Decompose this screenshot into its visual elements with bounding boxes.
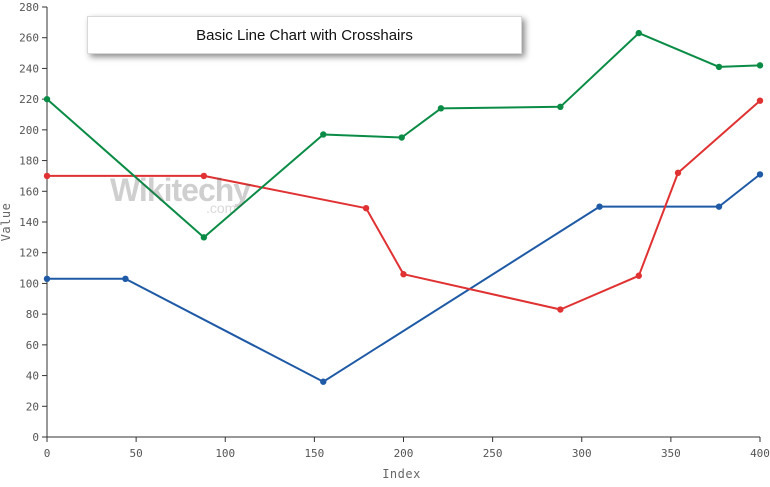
y-tick-label: 100 [19,277,39,290]
data-point [200,172,208,180]
data-point [320,131,327,138]
data-point [674,169,682,177]
x-tick-label: 400 [750,447,770,460]
data-point [756,62,764,69]
y-tick-label: 20 [26,400,39,413]
series-1 [43,171,764,385]
y-tick-label: 40 [26,370,39,383]
chart-title: Basic Line Chart with Crosshairs [196,26,413,44]
x-tick-label: 50 [130,447,143,460]
x-tick-label: 250 [483,447,503,460]
y-tick-label: 140 [19,216,39,229]
data-point [362,204,370,212]
data-point [596,203,603,210]
series-layer [43,29,764,385]
y-tick-label: 0 [32,431,39,444]
data-point [756,171,764,178]
data-point [320,378,327,385]
data-point [715,203,723,210]
series-3 [43,29,764,241]
data-point [400,271,407,278]
data-point [756,97,764,104]
axes: 0 20 40 60 80 100 120 140 160 180 200 220 240 260 280 0… [19,1,770,460]
data-point [557,103,564,111]
series-2 [43,97,764,313]
data-point [635,29,642,37]
y-tick-label: 220 [19,93,39,106]
y-tick-label: 280 [19,1,39,14]
data-point [200,234,208,241]
x-tick-label: 100 [215,447,235,460]
x-tick-label: 150 [304,447,324,460]
y-axis-title: Value [0,203,13,242]
x-tick-label: 300 [572,447,592,460]
data-point [635,272,642,279]
data-point [398,134,405,141]
x-tick-label: 0 [44,447,51,460]
y-tick-label: 240 [19,62,39,75]
series-line [47,99,761,311]
y-tick-label: 80 [26,308,39,321]
y-tick-label: 160 [19,185,39,198]
x-tick-label: 350 [661,447,681,460]
data-point [43,275,51,283]
series-line [47,173,761,383]
data-point [437,105,445,112]
data-point [43,95,51,103]
data-point [43,172,51,180]
y-tick-label: 260 [19,32,39,45]
y-tick-label: 60 [26,339,39,352]
chart-title-box: Basic Line Chart with Crosshairs [87,16,522,54]
x-axis-title: Index [382,467,421,481]
data-point [557,306,564,313]
y-tick-label: 200 [19,124,39,137]
data-point [122,275,129,283]
y-tick-label: 120 [19,247,39,260]
data-point [715,63,723,71]
y-tick-label: 180 [19,155,39,168]
x-tick-label: 200 [394,447,414,460]
